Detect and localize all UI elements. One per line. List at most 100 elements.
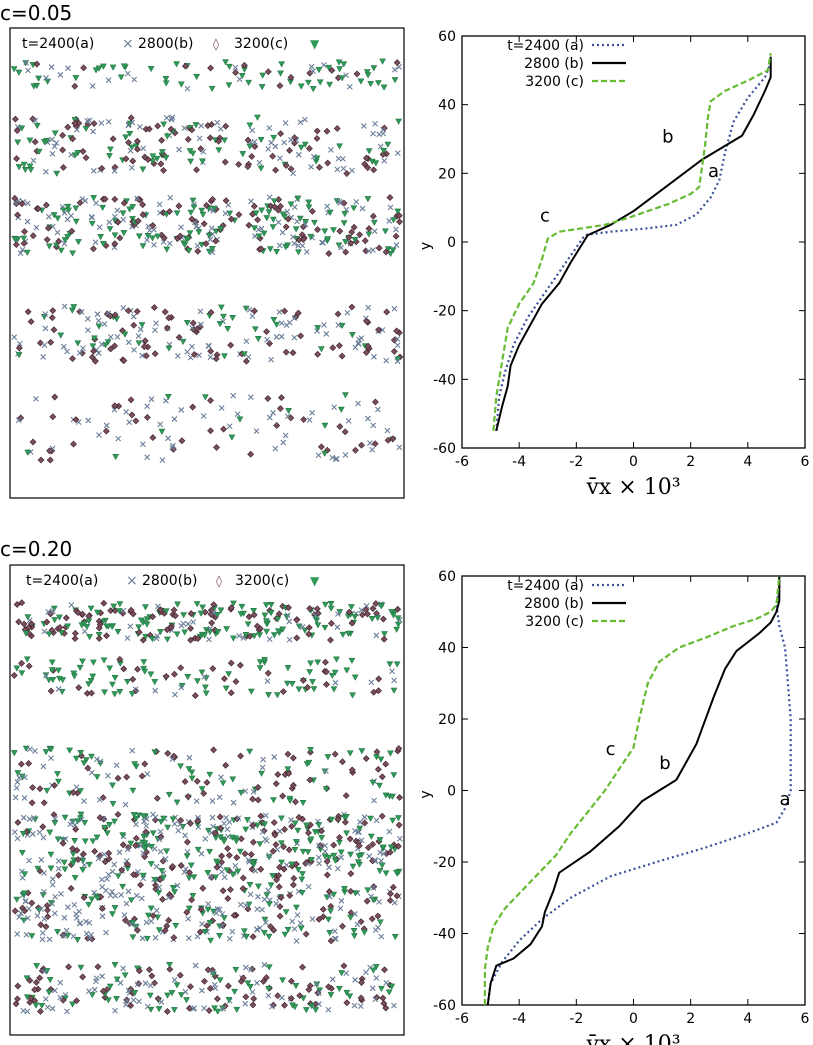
marker-x [265, 146, 272, 152]
marker-triangle [111, 232, 119, 239]
marker-x [384, 427, 391, 434]
marker-triangle [121, 331, 129, 338]
marker-triangle [199, 604, 207, 611]
marker-x [153, 863, 160, 870]
marker-x [126, 419, 133, 426]
marker-triangle [216, 977, 224, 984]
marker-triangle [114, 873, 122, 880]
marker-diamond [175, 333, 183, 341]
marker-diamond [191, 692, 199, 699]
marker-x [261, 896, 268, 903]
marker-diamond [282, 348, 290, 356]
marker-triangle [384, 141, 392, 148]
marker-triangle [89, 673, 97, 680]
marker-x [30, 814, 37, 821]
marker-triangle [370, 967, 377, 974]
marker-triangle [347, 914, 355, 921]
marker-triangle [148, 636, 156, 643]
marker-x [254, 980, 260, 986]
marker-diamond [79, 147, 87, 155]
marker-x [22, 898, 29, 904]
marker-diamond [29, 784, 37, 791]
marker-triangle [206, 771, 214, 779]
legend-entry-b: 2800 (b) [524, 56, 584, 72]
marker-x [41, 628, 48, 635]
marker-x [27, 746, 33, 753]
y-tick-label: -40 [433, 927, 456, 943]
marker-triangle [23, 656, 31, 663]
marker-diamond [23, 828, 30, 836]
marker-triangle [238, 603, 246, 611]
marker-diamond [11, 907, 19, 915]
marker-x [276, 828, 283, 835]
marker-triangle [185, 766, 193, 773]
legend-b-label: 2800(b) [142, 573, 197, 589]
marker-diamond [236, 661, 244, 669]
marker-triangle [184, 674, 192, 681]
marker-triangle [292, 904, 300, 911]
marker-x [171, 976, 178, 983]
marker-triangle [128, 144, 136, 151]
marker-triangle [346, 750, 354, 757]
marker-x [140, 875, 147, 882]
marker-x [139, 935, 146, 942]
marker-triangle [154, 914, 162, 921]
marker-x [112, 1007, 118, 1014]
marker-x [48, 755, 54, 762]
marker-x [150, 811, 156, 818]
marker-triangle [75, 239, 82, 246]
marker-triangle [163, 848, 171, 855]
marker-x [98, 341, 105, 348]
marker-triangle [46, 977, 54, 984]
marker-x [308, 63, 315, 70]
panel-label-bottom: c=0.20 [0, 537, 72, 561]
marker-triangle [286, 797, 294, 805]
marker-diamond [71, 119, 79, 127]
marker-triangle [79, 867, 87, 874]
marker-diamond [207, 308, 215, 316]
marker-x [344, 309, 351, 316]
marker-diamond [193, 777, 201, 785]
marker-diamond [285, 846, 293, 854]
series-line-c [483, 575, 781, 1005]
marker-triangle [381, 631, 388, 638]
marker-triangle [138, 322, 146, 329]
marker-diamond [75, 684, 83, 692]
marker-x [323, 331, 330, 337]
marker-diamond [247, 450, 255, 458]
marker-x [210, 610, 217, 616]
marker-triangle [163, 636, 171, 643]
marker-triangle [184, 236, 192, 243]
marker-diamond [132, 842, 140, 849]
marker-triangle [307, 660, 314, 667]
marker-triangle [47, 746, 55, 753]
marker-triangle [102, 342, 110, 349]
marker-diamond [382, 760, 390, 768]
marker-x [308, 164, 315, 170]
marker-diamond [186, 869, 193, 876]
marker-diamond [272, 166, 279, 174]
marker-x [370, 884, 377, 891]
marker-x [68, 602, 75, 608]
marker-x [55, 686, 62, 692]
marker-diamond [151, 979, 158, 987]
marker-triangle [354, 859, 362, 866]
legend-entry-c: 3200 (c) [525, 74, 584, 90]
marker-diamond [300, 416, 308, 423]
marker-diamond [76, 199, 84, 207]
marker-diamond [224, 895, 232, 902]
marker-diamond [281, 307, 289, 315]
marker-x [53, 140, 60, 146]
marker-x [124, 846, 131, 853]
marker-x [295, 888, 302, 895]
marker-triangle [246, 882, 254, 889]
marker-triangle [283, 680, 291, 687]
marker-triangle [234, 868, 242, 875]
marker-diamond [138, 772, 146, 780]
marker-triangle [242, 934, 250, 941]
marker-diamond [295, 236, 303, 244]
marker-triangle [285, 407, 293, 415]
marker-triangle [228, 834, 236, 841]
marker-triangle [229, 776, 237, 783]
marker-diamond [167, 125, 175, 133]
